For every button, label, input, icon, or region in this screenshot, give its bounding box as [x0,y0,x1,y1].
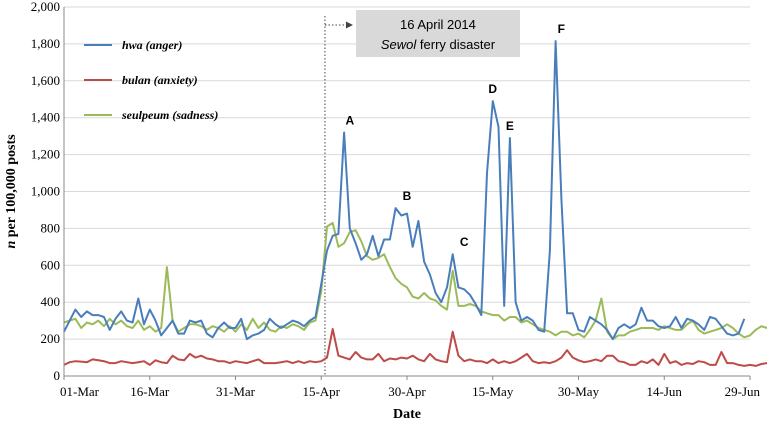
event-date-text: 16 April 2014 [400,17,476,32]
event-name-text: Sewol ferry disaster [381,37,496,52]
x-tick-label: 30-May [558,384,600,399]
x-tick-label: 16-Mar [130,384,170,399]
y-tick-labels: 0 200 400 600 800 1,000 1,200 1,400 1,600 1,800 2,… [31,0,60,383]
x-tick-label: 15-May [472,384,514,399]
peak-label-A: A [345,113,354,127]
series-layer [63,40,767,367]
x-tick-labels: 01-Mar 16-Mar 31-Mar 15-Apr 30-Apr 15-May 30-M… [60,384,760,399]
peak-label-B: B [403,189,412,203]
axes [63,7,751,380]
legend-label-bulan: bulan (anxiety) [122,73,198,87]
y-tick-label: 1,800 [31,36,60,51]
x-tick-label: 15-Apr [302,384,340,399]
series-line-bulan [63,328,767,367]
y-tick-label: 1,400 [31,110,60,125]
y-tick-label: 800 [41,220,61,235]
y-tick-label: 400 [41,294,61,309]
y-tick-label: 1,600 [31,73,60,88]
y-tick-label: 1,200 [31,147,60,162]
peak-label-D: D [488,82,497,96]
series-line-hwa [63,40,746,341]
peak-annotations: A B C D E F [345,22,565,249]
y-tick-label: 1,000 [31,184,60,199]
peak-label-E: E [506,119,514,133]
peak-label-C: C [460,235,469,249]
legend: hwa (anger) bulan (anxiety) seulpeum (sadn… [84,38,218,122]
event-name-rest: ferry disaster [416,37,495,52]
y-axis-title: n per 100,000 posts [4,134,19,249]
peak-label-F: F [558,22,565,36]
x-tick-label: 01-Mar [60,384,100,399]
y-tick-label: 600 [41,257,61,272]
event-box-background [355,10,520,57]
series-line-seulpeum [63,221,767,341]
event-arrow-head [345,21,353,29]
event-annotation-box: 16 April 2014 Sewol ferry disaster [355,10,520,57]
y-tick-label: 2,000 [31,0,60,14]
y-axis-title-unit: per 100,000 posts [4,134,19,241]
y-axis-title-variable: n [4,241,19,249]
x-tick-label: 14-Jun [647,384,683,399]
event-name-italic: Sewol [381,37,418,52]
y-tick-label: 0 [54,368,61,383]
event-marker [324,16,353,376]
x-tick-label: 29-Jun [725,384,761,399]
legend-label-hwa: hwa (anger) [122,38,182,52]
x-tick-label: 30-Apr [388,384,426,399]
x-tick-label: 31-Mar [216,384,256,399]
legend-label-seulpeum: seulpeum (sadness) [121,108,218,122]
y-tick-label: 200 [41,331,61,346]
x-axis-title: Date [393,407,421,422]
